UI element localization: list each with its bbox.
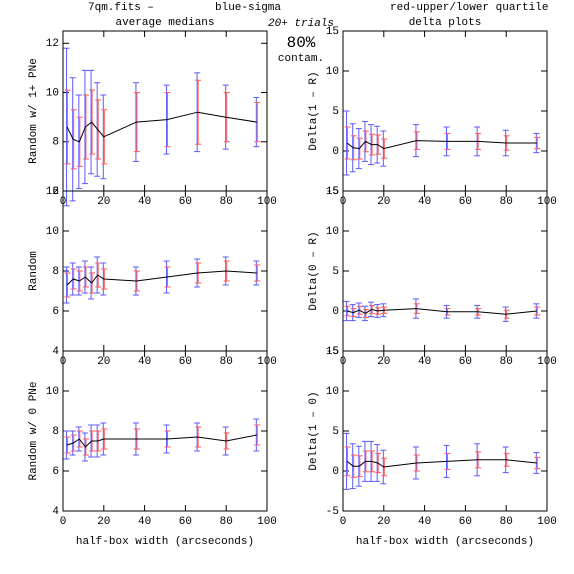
y-axis-label: Delta(1 – R) (308, 71, 320, 150)
x-tick-label: 60 (179, 356, 192, 368)
y-tick-label: 4 (52, 506, 59, 518)
x-tick-label: 40 (138, 516, 151, 528)
y-tick-label: 0 (332, 306, 339, 318)
quartile-error-bar (534, 456, 541, 470)
x-tick-label: 20 (377, 516, 390, 528)
x-tick-label: 40 (418, 516, 431, 528)
x-tick-label: 80 (500, 356, 513, 368)
sigma-error-bar (343, 300, 350, 322)
y-tick-label: 10 (46, 87, 59, 99)
x-tick-label: 20 (97, 196, 110, 208)
y-tick-label: 15 (326, 346, 339, 358)
y-tick-label: 6 (52, 466, 59, 478)
median-line (66, 434, 257, 448)
x-tick-label: 40 (138, 356, 151, 368)
y-tick-label: 15 (326, 26, 339, 38)
quartile-legend: red-upper/lower quartile (390, 2, 548, 14)
y-tick-label: -5 (326, 506, 339, 518)
y-axis-label: Delta(0 – R) (308, 231, 320, 310)
x-tick-label: 40 (138, 196, 151, 208)
y-tick-label: 5 (332, 426, 339, 438)
panel-title: average medians (115, 17, 214, 29)
x-tick-label: 80 (500, 516, 513, 528)
quartile-error-bar (254, 101, 261, 143)
x-tick-label: 60 (179, 196, 192, 208)
x-axis-label: half-box width (arcseconds) (76, 536, 254, 548)
y-tick-label: -5 (326, 346, 339, 358)
x-tick-label: 80 (220, 516, 233, 528)
y-axis-label: Random (28, 251, 40, 291)
x-tick-label: 20 (97, 516, 110, 528)
y-tick-label: 6 (52, 186, 59, 198)
sigma-error-bar (343, 110, 350, 176)
y-tick-label: 5 (332, 106, 339, 118)
y-tick-label: 12 (46, 38, 59, 50)
y-tick-label: 10 (326, 66, 339, 78)
x-tick-label: 60 (459, 356, 472, 368)
x-axis-label: half-box width (arcseconds) (356, 536, 534, 548)
x-tick-label: 20 (97, 356, 110, 368)
y-axis-label: Random w/ 0 PNe (28, 381, 40, 480)
sigma-error-bar (63, 430, 70, 460)
contamination-percent: 80% (287, 34, 316, 52)
x-tick-label: 0 (60, 516, 67, 528)
y-tick-label: -5 (326, 186, 339, 198)
y-tick-label: 12 (46, 186, 59, 198)
y-tick-label: 15 (326, 186, 339, 198)
y-tick-label: 0 (332, 146, 339, 158)
y-tick-label: 6 (52, 306, 59, 318)
quartile-error-bar (534, 306, 541, 316)
y-tick-label: 8 (52, 137, 59, 149)
y-tick-label: 10 (326, 386, 339, 398)
median-line (346, 459, 537, 468)
quartile-error-bar (534, 136, 541, 150)
x-tick-label: 100 (257, 516, 277, 528)
x-tick-label: 0 (340, 516, 347, 528)
x-tick-label: 100 (537, 516, 557, 528)
y-tick-label: 10 (326, 226, 339, 238)
contamination-label: contam. (278, 53, 324, 65)
x-tick-label: 80 (220, 356, 233, 368)
x-tick-label: 40 (418, 356, 431, 368)
y-tick-label: 5 (332, 266, 339, 278)
quartile-error-bar (254, 264, 261, 282)
trials-note: 20+ trials (268, 18, 334, 30)
y-tick-label: 10 (46, 226, 59, 238)
y-tick-label: 8 (52, 266, 59, 278)
median-line (66, 111, 257, 143)
sigma-error-bar (343, 432, 350, 490)
x-tick-label: 20 (377, 356, 390, 368)
x-tick-label: 60 (459, 516, 472, 528)
file-name: 7qm.fits – (88, 2, 154, 14)
median-line (346, 308, 537, 315)
y-tick-label: 4 (52, 346, 59, 358)
sigma-legend: blue-sigma (215, 2, 281, 14)
x-tick-label: 60 (179, 516, 192, 528)
quartile-error-bar (254, 424, 261, 446)
panel-title: delta plots (409, 17, 482, 29)
y-axis-label: Random w/ 1+ PNe (28, 58, 40, 164)
x-tick-label: 40 (418, 196, 431, 208)
y-tick-label: 8 (52, 426, 59, 438)
y-tick-label: 0 (332, 466, 339, 478)
x-tick-label: 60 (459, 196, 472, 208)
median-line (346, 140, 537, 150)
x-tick-label: 80 (220, 196, 233, 208)
median-line (66, 270, 257, 286)
x-tick-label: 20 (377, 196, 390, 208)
y-axis-label: Delta(1 – 0) (308, 391, 320, 470)
sigma-error-bar (63, 47, 70, 207)
x-tick-label: 80 (500, 196, 513, 208)
y-tick-label: 10 (46, 386, 59, 398)
